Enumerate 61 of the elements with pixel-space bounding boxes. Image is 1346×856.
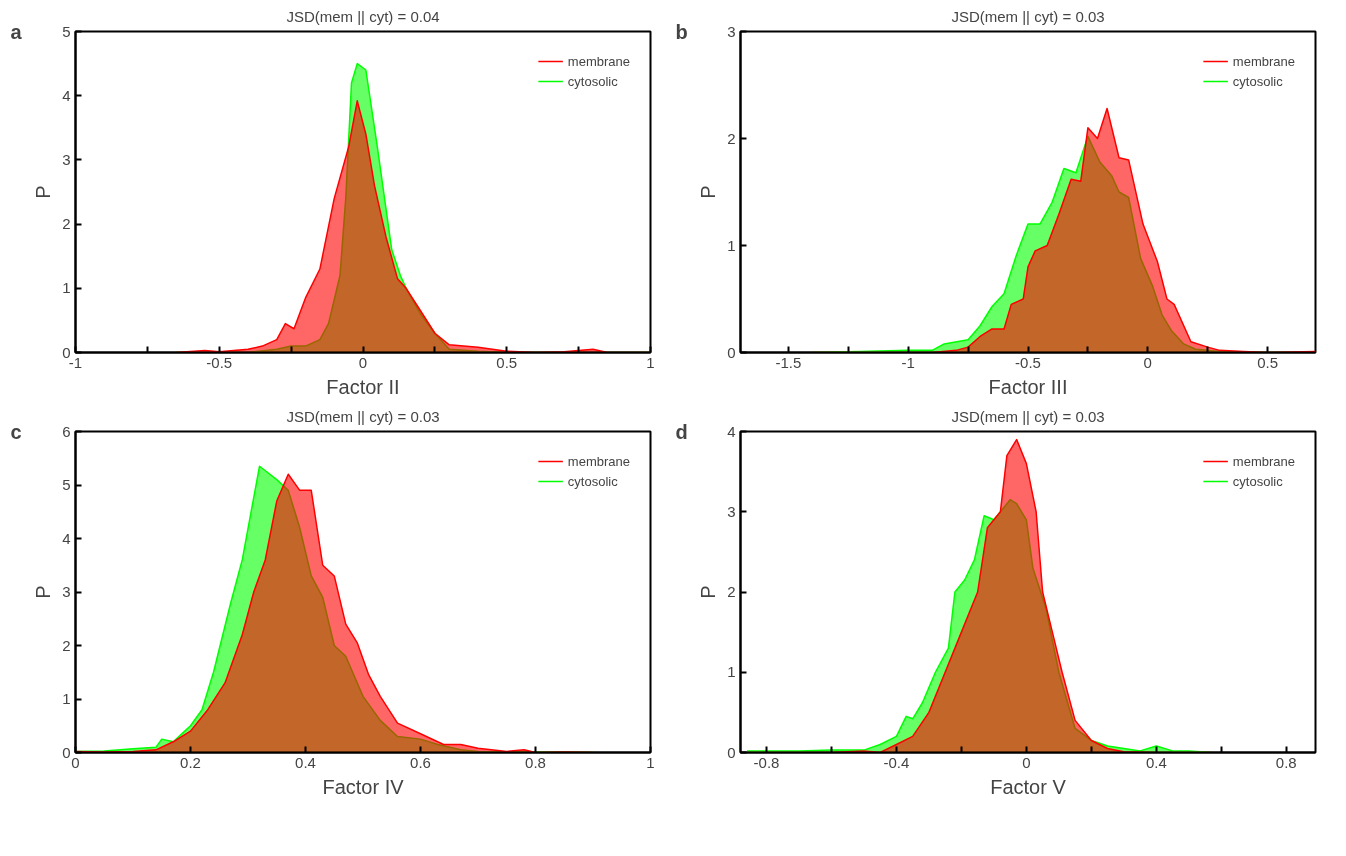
x-tick-label: -1	[901, 353, 915, 371]
y-tick-label: 5	[62, 476, 71, 493]
x-tick-label: 0	[1143, 353, 1152, 371]
y-tick-label: 5	[62, 22, 71, 40]
text: c	[10, 420, 22, 443]
x-tick-label: -0.4	[883, 753, 910, 771]
x-tick-label: 0.8	[525, 753, 546, 771]
x-tick-label: 1	[646, 353, 655, 371]
y-tick-label: 2	[727, 129, 736, 147]
y-tick-label: 4	[727, 422, 736, 440]
chart-title: JSD(mem || cyt) = 0.03	[951, 407, 1105, 425]
legend-label: cytosolic	[567, 73, 618, 89]
x-axis-title: Factor II	[326, 375, 400, 398]
x-tick-label: 0.4	[1145, 753, 1167, 771]
x-tick-label: -1.5	[775, 353, 802, 371]
y-tick-label: 6	[62, 422, 71, 440]
y-tick-label: 3	[727, 502, 736, 520]
x-tick-label: 0.5	[496, 353, 518, 371]
y-tick-label: 4	[62, 529, 71, 547]
x-tick-label: 0.2	[180, 753, 201, 771]
chart-title: JSD(mem || cyt) = 0.03	[951, 7, 1105, 25]
x-tick-label: 0.8	[1275, 753, 1297, 771]
x-tick-label: 1	[646, 753, 655, 771]
chart-title: JSD(mem || cyt) = 0.03	[286, 407, 440, 425]
y-tick-label: 3	[62, 150, 71, 168]
x-tick-label: 0	[1022, 753, 1031, 771]
y-tick-label: 2	[62, 636, 71, 654]
legend-label: membrane	[567, 453, 630, 469]
legend-label: membrane	[567, 53, 630, 69]
x-tick-label: 0.6	[410, 753, 431, 771]
legend-label: cytosolic	[1232, 473, 1283, 489]
y-tick-label: 1	[62, 690, 71, 707]
x-tick-label: 0.4	[295, 753, 316, 771]
y-axis-title: P	[697, 185, 720, 199]
legend-label: membrane	[1232, 453, 1295, 469]
y-tick-label: 4	[62, 86, 71, 104]
x-axis-title: Factor IV	[322, 775, 405, 798]
y-axis-title: P	[32, 185, 55, 199]
text: d	[675, 420, 688, 443]
x-tick-label: 0	[358, 353, 368, 371]
y-axis-title: P	[32, 585, 55, 599]
legend-label: cytosolic	[1232, 73, 1283, 89]
y-tick-label: 1	[62, 279, 71, 297]
legend-label: membrane	[1232, 53, 1295, 69]
text: a	[10, 20, 23, 43]
legend-label: cytosolic	[567, 473, 618, 489]
x-tick-label: -0.8	[753, 753, 780, 771]
x-axis-title: Factor V	[990, 775, 1067, 798]
y-tick-label: 1	[727, 236, 736, 254]
text: b	[675, 20, 688, 43]
y-tick-label: 1	[727, 663, 736, 681]
y-axis-title: P	[697, 585, 720, 599]
x-tick-label: 0.5	[1257, 353, 1279, 371]
y-tick-label: 3	[62, 583, 71, 600]
y-tick-label: 2	[62, 215, 71, 233]
y-tick-label: 3	[727, 22, 736, 40]
x-tick-label: -0.5	[1015, 353, 1041, 371]
chart-title: JSD(mem || cyt) = 0.04	[286, 7, 440, 25]
y-tick-label: 2	[727, 583, 736, 600]
x-tick-label: -0.5	[206, 353, 233, 371]
x-axis-title: Factor III	[988, 375, 1068, 398]
